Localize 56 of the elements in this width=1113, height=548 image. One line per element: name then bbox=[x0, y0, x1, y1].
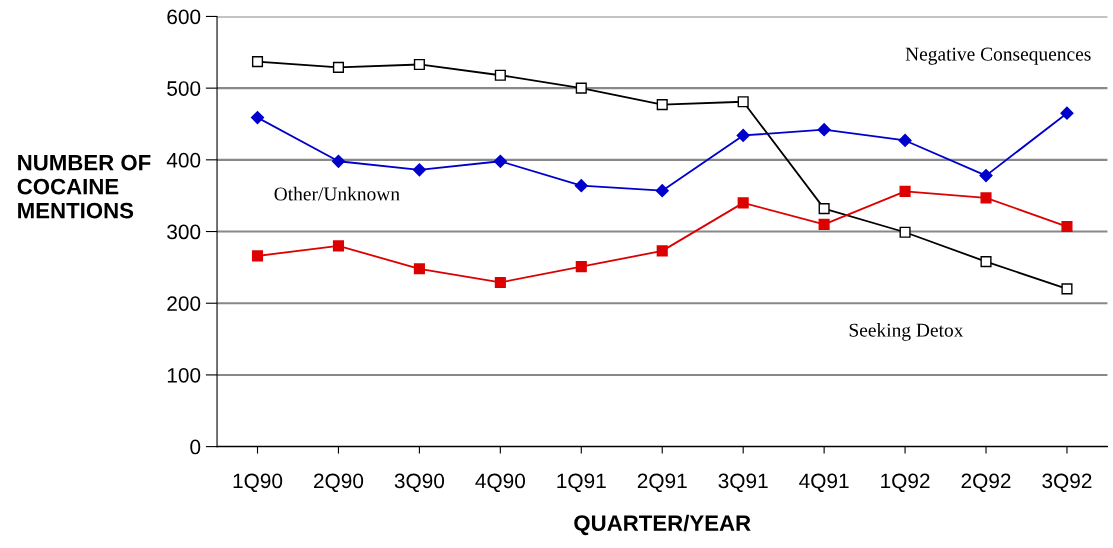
y-tick-label: 500 bbox=[167, 81, 201, 96]
point bbox=[413, 263, 425, 275]
point bbox=[575, 261, 587, 273]
point bbox=[818, 218, 830, 230]
point bbox=[331, 154, 346, 168]
annotation: Negative Consequences bbox=[905, 47, 1091, 65]
y-tick-label: 200 bbox=[167, 296, 201, 311]
point bbox=[655, 184, 669, 198]
x-tick-label: 3Q92 bbox=[1042, 473, 1092, 493]
point bbox=[899, 185, 911, 197]
x-tick-label: 2Q90 bbox=[314, 473, 364, 493]
point bbox=[250, 110, 265, 125]
point bbox=[1061, 283, 1073, 295]
x-axis-title: QUARTER/YEAR bbox=[574, 514, 751, 536]
y-tick-label: 400 bbox=[166, 152, 201, 168]
point bbox=[574, 179, 588, 193]
point bbox=[980, 256, 992, 268]
y-tick-label: 300 bbox=[167, 224, 201, 240]
x-tick-label: 3Q91 bbox=[718, 473, 768, 493]
point bbox=[899, 226, 911, 238]
x-tick-label: 2Q92 bbox=[961, 473, 1011, 493]
point bbox=[1061, 220, 1073, 233]
x-tick-label: 3Q90 bbox=[394, 473, 445, 493]
point bbox=[494, 276, 506, 288]
point bbox=[817, 123, 831, 137]
annotation: Seeking Detox bbox=[849, 323, 964, 341]
y-tick-label: 0 bbox=[190, 439, 201, 455]
x-tick-label: 4Q91 bbox=[799, 473, 849, 493]
point bbox=[979, 169, 993, 183]
point bbox=[980, 192, 992, 204]
point bbox=[412, 163, 426, 177]
y-axis-title: NUMBER OF COCAINE MENTIONS bbox=[17, 154, 151, 219]
point bbox=[656, 99, 668, 111]
point bbox=[898, 133, 912, 148]
point bbox=[737, 96, 749, 108]
point bbox=[493, 154, 507, 168]
x-tick-label: 1Q91 bbox=[557, 473, 606, 493]
point bbox=[736, 128, 750, 143]
x-tick-label: 4Q90 bbox=[475, 473, 526, 493]
point bbox=[332, 61, 345, 73]
y-tick-label: 100 bbox=[167, 367, 201, 383]
point bbox=[251, 250, 264, 262]
point bbox=[1060, 106, 1074, 120]
x-tick-label: 2Q91 bbox=[637, 473, 687, 493]
point bbox=[818, 203, 830, 215]
point bbox=[575, 82, 587, 94]
point bbox=[494, 69, 506, 81]
y-tick-label: 600 bbox=[167, 9, 201, 25]
point bbox=[737, 197, 749, 209]
x-tick-label: 1Q90 bbox=[233, 473, 283, 493]
x-tick-label: 1Q92 bbox=[881, 473, 930, 493]
point bbox=[413, 58, 425, 71]
annotation: Other/Unknown bbox=[274, 186, 400, 201]
point bbox=[332, 240, 345, 252]
point bbox=[656, 245, 668, 257]
point bbox=[251, 56, 264, 68]
